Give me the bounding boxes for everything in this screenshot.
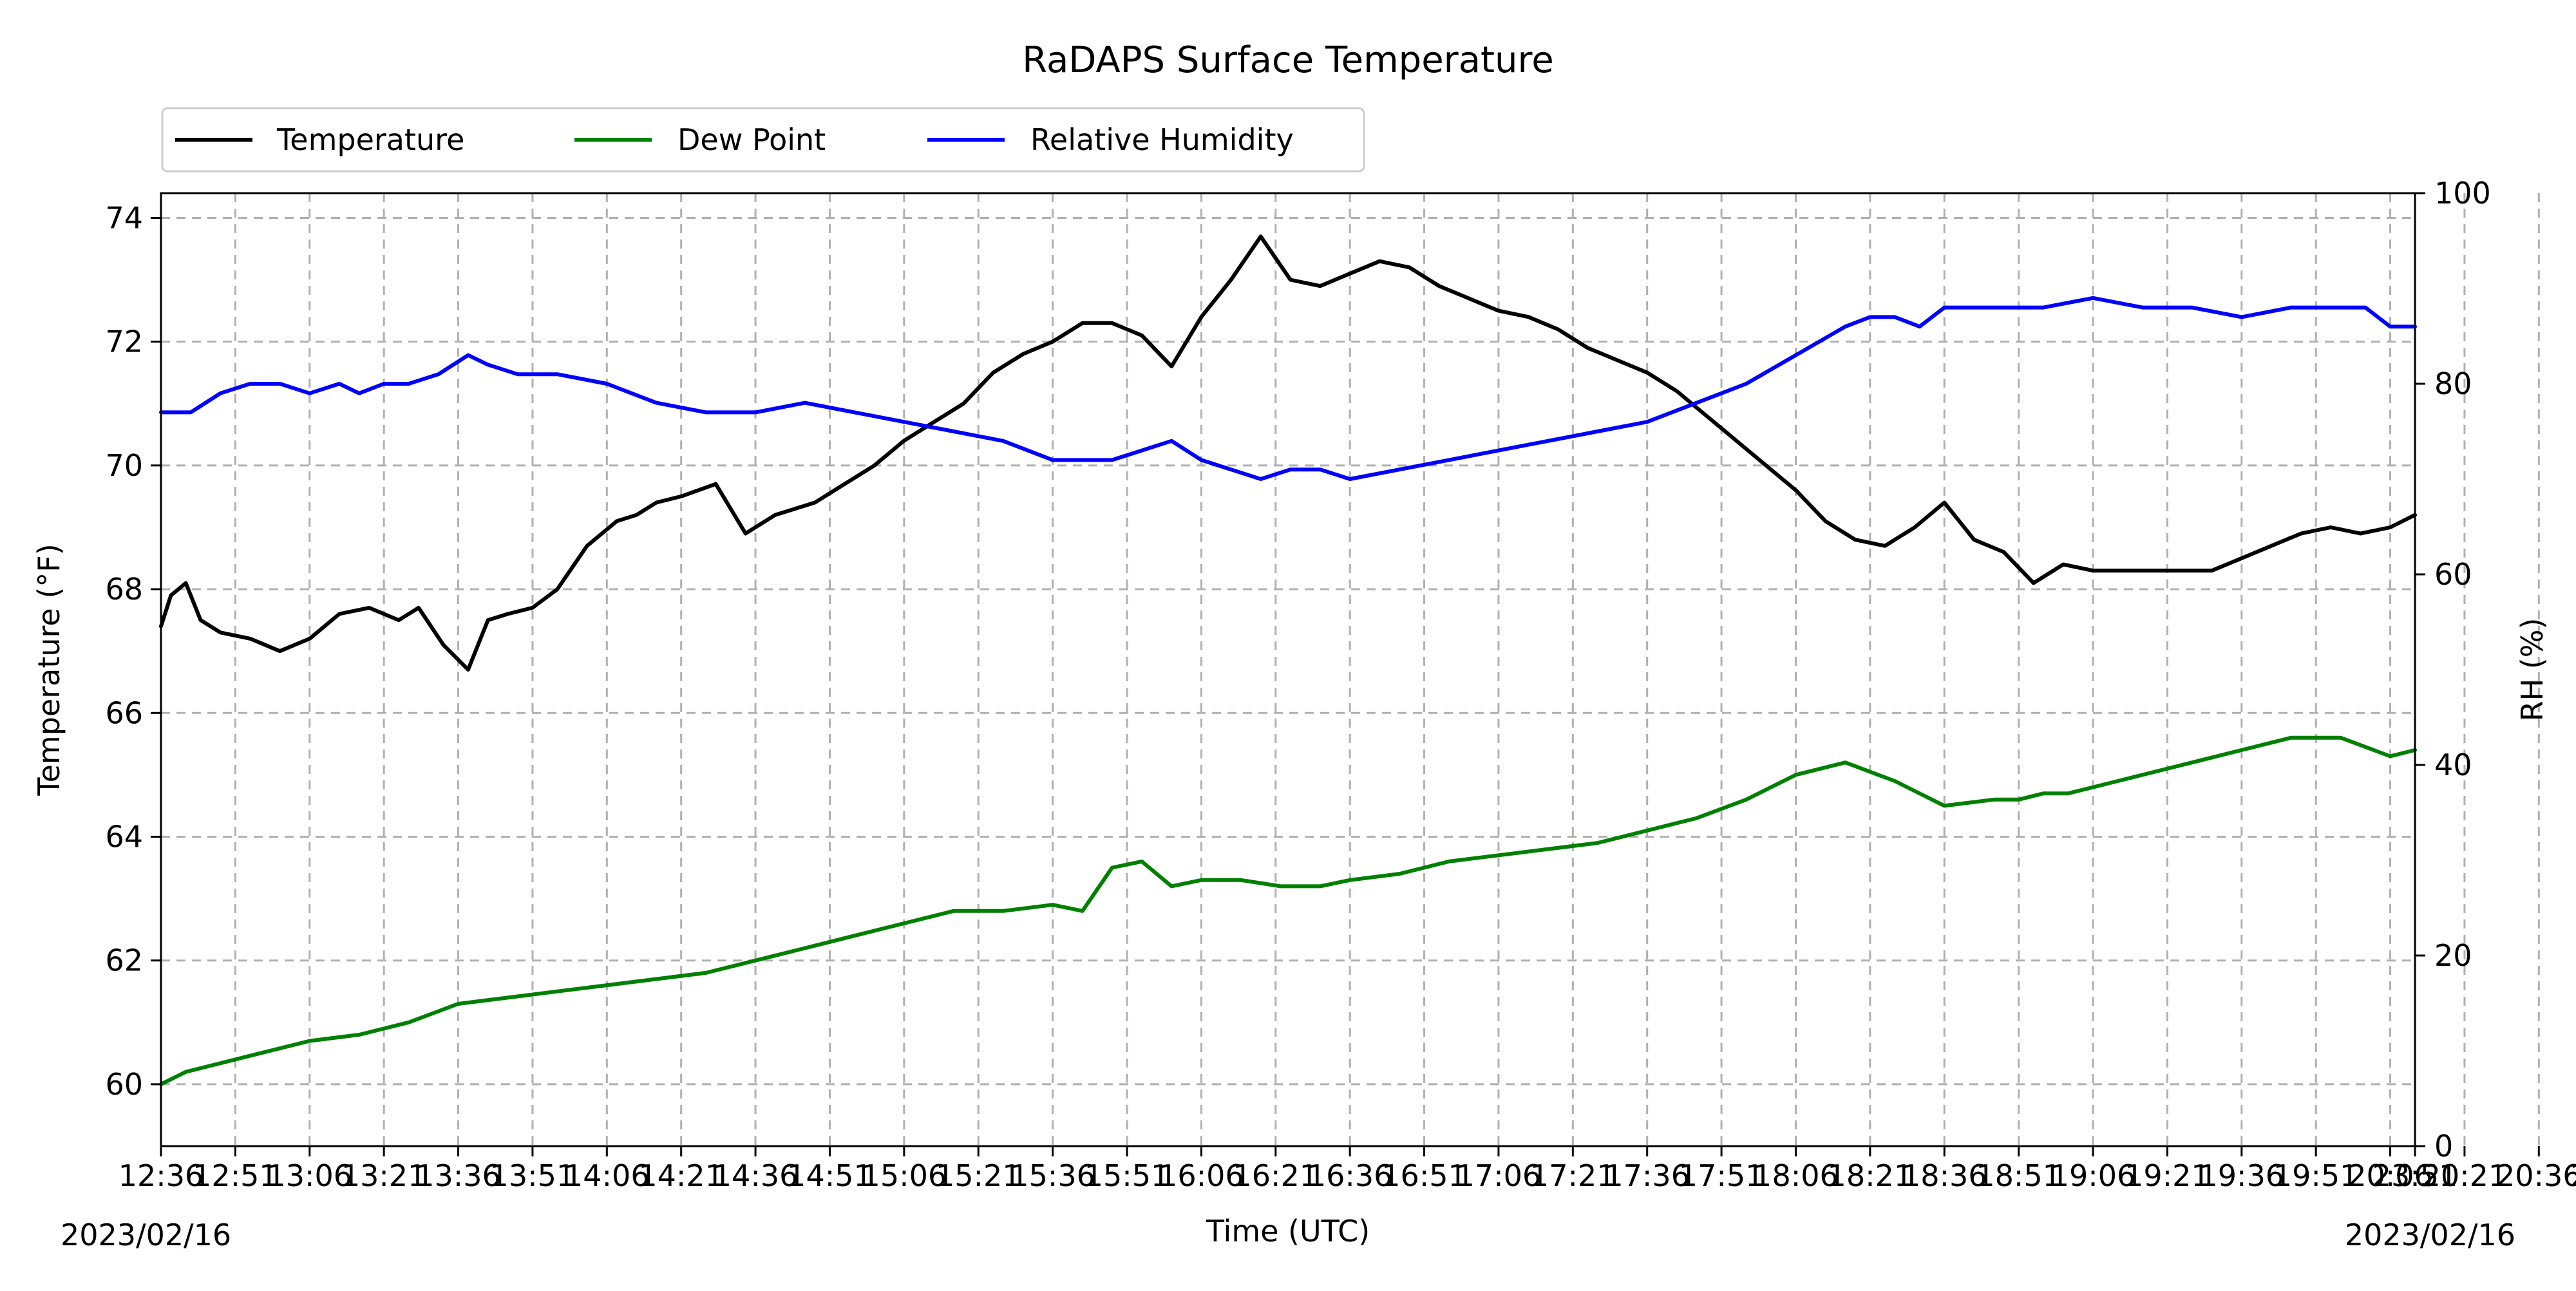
x-tick-label: 16:36 — [1307, 1158, 1393, 1193]
chart-title: RaDAPS Surface Temperature — [1022, 39, 1553, 81]
x-tick-label: 17:06 — [1456, 1158, 1542, 1193]
y-tick-label: 74 — [105, 200, 143, 235]
x-tick-label: 20:21 — [2422, 1158, 2508, 1193]
series-line-temperature — [159, 234, 2417, 672]
y2-tick-label: 80 — [2434, 366, 2472, 401]
x-tick-label: 15:51 — [1084, 1158, 1170, 1193]
x-tick-label: 20:06 — [2347, 1158, 2433, 1193]
x-tick-label: 15:21 — [936, 1158, 1021, 1193]
x-tick-label: 15:36 — [1010, 1158, 1095, 1193]
y-tick-label: 68 — [105, 572, 143, 607]
y2-tick-label: 0 — [2434, 1129, 2453, 1164]
x-tick-label: 16:06 — [1159, 1158, 1244, 1193]
x-tick-label: 19:51 — [2273, 1158, 2359, 1193]
x-tick-label: 14:36 — [713, 1158, 799, 1193]
x-axis-date-left: 2023/02/16 — [61, 1218, 231, 1252]
y-tick-label: 72 — [105, 325, 143, 359]
x-tick-label: 19:36 — [2199, 1158, 2284, 1193]
y2-tick-label: 100 — [2434, 176, 2491, 211]
x-tick-label: 20:51 — [2570, 1158, 2576, 1193]
x-tick-label: 16:51 — [1381, 1158, 1467, 1193]
y-tick-label: 70 — [105, 448, 143, 483]
x-tick-label: 17:36 — [1604, 1158, 1690, 1193]
y-axis-left-ticks: 60 62 64 66 68 70 72 74 — [105, 200, 161, 1102]
x-tick-label: 12:51 — [193, 1158, 278, 1193]
y2-tick-label: 20 — [2434, 938, 2472, 973]
x-tick-label: 17:51 — [1679, 1158, 1765, 1193]
y-axis-right-label: RH (%) — [2515, 618, 2550, 722]
x-tick-label: 13:51 — [490, 1158, 576, 1193]
legend-label-dew-point: Dew Point — [677, 122, 826, 157]
x-tick-label: 13:36 — [415, 1158, 501, 1193]
x-tick-label: 15:06 — [862, 1158, 947, 1193]
x-tick-label: 17:21 — [1530, 1158, 1616, 1193]
x-tick-label: 23:51 — [2372, 1158, 2458, 1193]
y-tick-label: 60 — [105, 1067, 143, 1102]
series-layer — [159, 234, 2417, 1086]
legend-box — [161, 107, 1365, 173]
y-axis-left-label: Temperature (°F) — [32, 543, 66, 796]
legend: Temperature Dew Point Relative Humidity — [161, 107, 1365, 173]
x-tick-label: 18:51 — [1976, 1158, 2061, 1193]
x-tick-label: 13:06 — [267, 1158, 352, 1193]
x-tick-label: 14:21 — [638, 1158, 724, 1193]
y2-tick-label: 60 — [2434, 557, 2472, 592]
legend-label-relative-humidity: Relative Humidity — [1030, 122, 1294, 157]
x-tick-label: 18:36 — [1902, 1158, 1987, 1193]
y-axis-right-ticks: 0 20 40 60 80 100 — [2415, 176, 2491, 1164]
y2-tick-label: 40 — [2434, 748, 2472, 782]
x-tick-label: 19:06 — [2050, 1158, 2136, 1193]
x-tick-label: 16:21 — [1233, 1158, 1318, 1193]
y-tick-label: 66 — [105, 695, 143, 730]
x-tick-label: 20:36 — [2496, 1158, 2576, 1193]
x-tick-label: 14:51 — [787, 1158, 873, 1193]
y-tick-label: 62 — [105, 943, 143, 978]
legend-label-temperature: Temperature — [276, 122, 464, 157]
x-tick-label: 19:21 — [2125, 1158, 2210, 1193]
x-tick-label: 12:36 — [118, 1158, 204, 1193]
x-axis-date-right: 2023/02/16 — [2345, 1218, 2515, 1252]
series-line-dew-point — [159, 735, 2417, 1086]
x-tick-label: 14:06 — [564, 1158, 650, 1193]
y-tick-label: 64 — [105, 819, 143, 854]
x-axis-label: Time (UTC) — [1206, 1214, 1370, 1249]
x-tick-label: 18:21 — [1828, 1158, 1913, 1193]
series-line-relative-humidity — [159, 296, 2417, 481]
x-axis-ticks: 12:3612:5113:0613:2113:3613:5114:0614:21… — [118, 1146, 2576, 1193]
grid — [161, 193, 2540, 1146]
x-tick-label: 13:21 — [341, 1158, 427, 1193]
x-tick-label: 18:06 — [1753, 1158, 1839, 1193]
plot-frame — [160, 192, 2416, 1147]
